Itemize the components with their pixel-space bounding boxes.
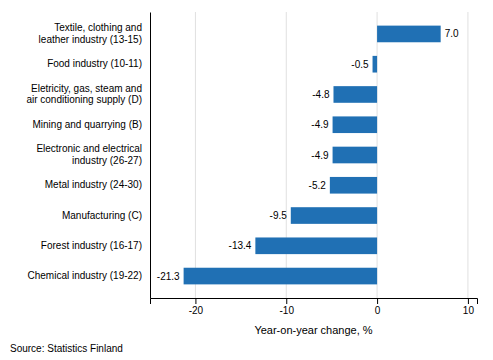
data-label: -13.4 [229, 240, 252, 251]
y-axis-line [150, 13, 151, 299]
x-tick-label: -10 [280, 305, 295, 316]
bar [373, 56, 378, 73]
data-label: -4.9 [311, 119, 329, 130]
y-tick: Forest industry (16-17) [41, 240, 150, 251]
y-tick: Food industry (10-11) [47, 58, 150, 69]
bar [377, 26, 441, 43]
y-tick-label-line: Textile, clothing and [54, 22, 142, 33]
bar [333, 147, 378, 164]
y-tick-label-line: Metal industry (24-30) [45, 179, 142, 190]
bar [291, 207, 377, 224]
y-tick-label-line: industry (26-27) [72, 155, 142, 166]
y-tick-label-line: air conditioning supply (D) [26, 94, 142, 105]
y-tick-label: Textile, clothing andleather industry (1… [39, 22, 142, 45]
y-tick: Mining and quarrying (B) [33, 119, 151, 130]
y-tick-label: Forest industry (16-17) [41, 240, 142, 251]
bars [184, 26, 441, 285]
y-tick-label: Mining and quarrying (B) [33, 119, 143, 130]
bar [255, 237, 377, 254]
x-axis: -20 -10 0 10 [151, 298, 478, 316]
x-axis-title: Year-on-year change, % [254, 324, 372, 336]
x-tick-mark [377, 298, 378, 304]
grid-line [195, 12, 196, 298]
data-label: -0.5 [351, 59, 369, 70]
y-tick: Chemical industry (19-22) [28, 270, 151, 281]
x-tick-label: 0 [375, 305, 381, 316]
y-tick-label: Chemical industry (19-22) [28, 270, 143, 281]
data-label: -4.9 [311, 150, 329, 161]
data-label: -9.5 [270, 210, 288, 221]
y-tick-label: Manufacturing (C) [62, 210, 142, 221]
y-tick-label-line: Forest industry (16-17) [41, 240, 142, 251]
grid [195, 12, 468, 298]
y-tick-label-line: Food industry (10-11) [47, 58, 142, 69]
data-label: -5.2 [309, 180, 327, 191]
x-axis-line [151, 299, 478, 305]
x-tick: 10 [463, 298, 475, 316]
y-tick: Manufacturing (C) [62, 210, 150, 221]
x-tick-mark [286, 298, 287, 304]
x-tick-label: 10 [463, 305, 475, 316]
y-tick-label: Metal industry (24-30) [45, 179, 142, 190]
bar [333, 116, 378, 133]
data-label: 7.0 [445, 28, 459, 39]
bar [330, 177, 377, 194]
x-tick-mark [468, 298, 469, 304]
y-tick-label-line: Chemical industry (19-22) [28, 270, 143, 281]
x-tick-label: -20 [189, 305, 204, 316]
bar [184, 268, 377, 285]
y-axis: Chemical industry (19-22) Forest industry… [26, 13, 150, 299]
y-tick: Eletricity, gas, steam andair conditioni… [26, 83, 150, 106]
y-tick-label-line: Electronic and electrical [36, 143, 142, 154]
grid-line [286, 12, 287, 298]
y-tick-label-line: Manufacturing (C) [62, 210, 142, 221]
y-tick-label: Eletricity, gas, steam andair conditioni… [26, 83, 142, 106]
x-tick: -10 [280, 298, 295, 316]
x-tick: -20 [189, 298, 204, 316]
x-tick: 0 [375, 298, 381, 316]
x-tick-mark [195, 298, 196, 304]
data-labels: -21.3 -13.4 -9.5 -5.2 -4.9 -4.9 -4.8 -0.5 7.0 [157, 28, 459, 281]
data-label: -21.3 [157, 271, 180, 282]
y-tick: Metal industry (24-30) [45, 179, 150, 190]
grid-line [467, 12, 468, 298]
data-label: -4.8 [312, 89, 330, 100]
y-tick: Textile, clothing andleather industry (1… [39, 22, 150, 45]
bar [333, 86, 377, 103]
y-tick: Electronic and electricalindustry (26-27… [36, 143, 150, 166]
y-tick-label-line: Eletricity, gas, steam and [31, 83, 142, 94]
y-tick-label: Food industry (10-11) [47, 58, 142, 69]
y-tick-label-line: Mining and quarrying (B) [33, 119, 143, 130]
y-tick-label: Electronic and electricalindustry (26-27… [36, 143, 142, 166]
y-tick-label-line: leather industry (13-15) [39, 34, 142, 45]
chart: -20 -10 0 10 Chemical industry (19-22) Forest… [0, 0, 493, 360]
source-note: Source: Statistics Finland [10, 343, 123, 354]
